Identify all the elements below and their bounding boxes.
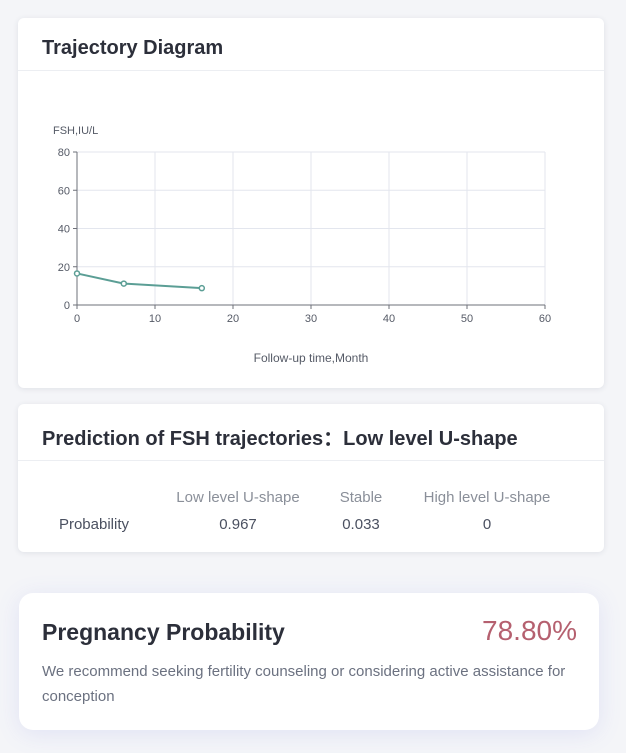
x-tick-label: 20: [227, 313, 239, 325]
y-tick-label: 20: [58, 262, 70, 274]
prediction-title: Prediction of FSH trajectories：Low level…: [42, 428, 518, 450]
y-tick-label: 40: [58, 224, 70, 236]
y-tick-label: 0: [64, 300, 70, 312]
column-header-high: High level U-shape: [423, 489, 551, 506]
pregnancy-title: Pregnancy Probability: [42, 619, 285, 645]
value-low: 0.967: [219, 516, 257, 533]
data-point: [120, 280, 128, 287]
pregnancy-probability-value: 78.80%: [482, 615, 577, 646]
pregnancy-card: Pregnancy Probability 78.80% We recommen…: [19, 593, 599, 730]
x-tick-label: 30: [305, 313, 317, 325]
y-tick-label: 80: [58, 147, 70, 159]
y-tick-label: 60: [58, 185, 70, 197]
data-point: [73, 270, 81, 277]
value-stable: 0.033: [342, 516, 380, 533]
x-axis-label: Follow-up time,Month: [254, 351, 369, 365]
column-header-low: Low level U-shape: [176, 489, 300, 506]
prediction-divider: [18, 460, 604, 461]
x-tick-label: 0: [74, 313, 80, 325]
column-header-stable: Stable: [339, 489, 383, 506]
x-tick-label: 50: [461, 313, 473, 325]
x-tick-label: 40: [383, 313, 395, 325]
value-high: 0: [482, 516, 492, 533]
prediction-card: Prediction of FSH trajectories：Low level…: [18, 404, 604, 552]
row-label-probability: Probability: [58, 516, 130, 533]
trajectory-chart: 0 10 20 30 40 50 60 0 20 40 60 80 FSH,IU/L Follow-u…: [53, 125, 551, 365]
trajectory-card: Trajectory Diagram 0 10 20 30 40 50 60 0 20 40 60 8…: [18, 18, 604, 388]
y-axis-label: FSH,IU/L: [53, 125, 98, 137]
series-line: [76, 272, 202, 290]
data-point: [198, 284, 206, 292]
x-tick-label: 10: [149, 313, 161, 325]
trajectory-divider: [18, 70, 604, 71]
trajectory-title: Trajectory Diagram: [42, 37, 224, 59]
pregnancy-advice: We recommend seeking fertility counselin…: [42, 663, 566, 705]
x-tick-label: 60: [539, 313, 551, 325]
